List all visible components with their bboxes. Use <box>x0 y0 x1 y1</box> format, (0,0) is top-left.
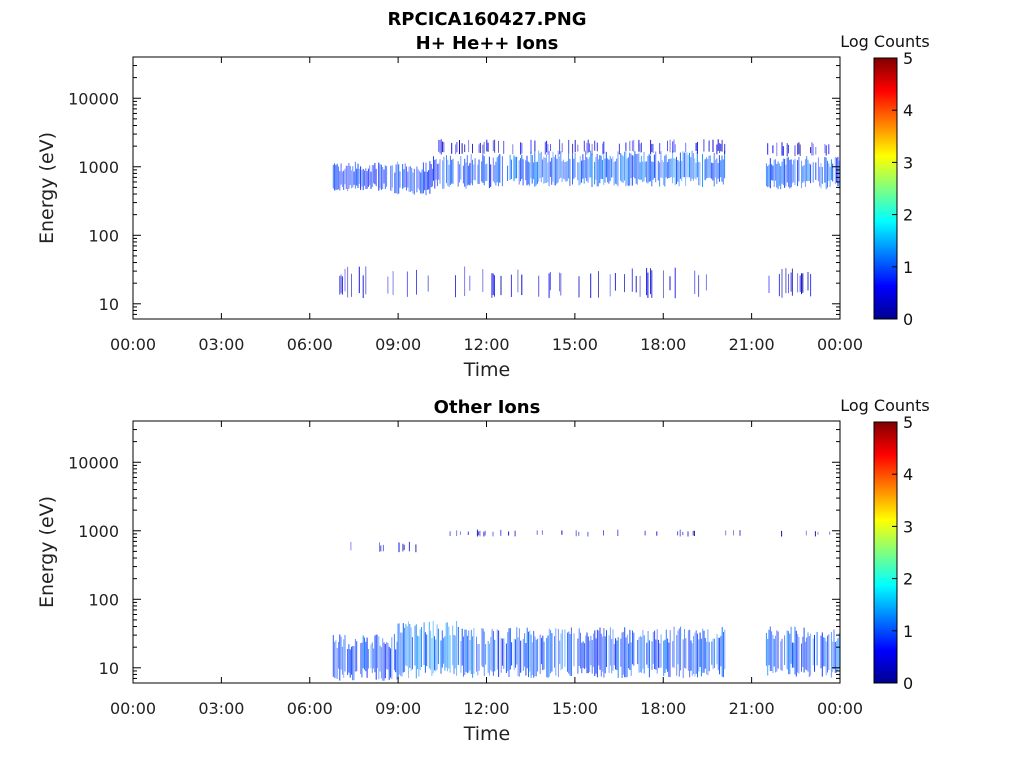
colorbar-tick-label: 2 <box>903 570 913 589</box>
y-tick-label: 100 <box>88 590 119 609</box>
x-tick-label: 03:00 <box>198 699 244 718</box>
panel1-spectrogram-marks <box>332 139 840 299</box>
panel2-spectrogram-marks <box>332 529 840 681</box>
colorbar-tick-label: 5 <box>903 413 913 432</box>
x-tick-label: 09:00 <box>375 335 421 354</box>
x-tick-label: 03:00 <box>198 335 244 354</box>
spectrogram-band <box>765 156 840 190</box>
spectrogram-band <box>433 154 509 189</box>
colorbar-tick-label: 4 <box>903 465 913 484</box>
x-tick-label: 00:00 <box>110 699 156 718</box>
x-tick-label: 06:00 <box>287 335 333 354</box>
colorbar-tick-label: 5 <box>903 49 913 68</box>
x-tick-label: 00:00 <box>110 335 156 354</box>
colorbar-tick-label: 3 <box>903 153 913 172</box>
spectrogram-band <box>768 268 812 298</box>
spectrogram-band <box>767 142 830 157</box>
panel1-colorbar <box>873 57 898 320</box>
x-tick-label: 00:00 <box>817 335 863 354</box>
spectrogram-band <box>449 529 831 537</box>
panel1-frame <box>132 56 841 320</box>
panel1-axes: 00:00 03:00 06:00 09:00 12:00 15:00 18:00 21:00… <box>68 56 863 354</box>
spectrogram-band <box>350 541 417 553</box>
panel1-title: H+ He++ Ions <box>416 33 559 54</box>
spectrogram-band <box>438 139 726 155</box>
x-tick-label: 15:00 <box>552 335 598 354</box>
x-tick-label: 12:00 <box>463 699 509 718</box>
panel2-colorbar-label: Log Counts <box>840 396 930 415</box>
panel2-colorbar <box>873 421 898 684</box>
y-tick-label: 10000 <box>68 453 119 472</box>
x-tick-label: 21:00 <box>729 699 775 718</box>
colorbar-tick-label: 1 <box>903 622 913 641</box>
panel2-xlabel: Time <box>463 723 511 745</box>
x-tick-label: 12:00 <box>463 335 509 354</box>
colorbar-tick-label: 4 <box>903 101 913 120</box>
y-tick-label: 10 <box>99 295 119 314</box>
spectrogram-band <box>332 634 398 681</box>
figure-title: RPCICA160427.PNG <box>387 9 586 30</box>
panel2-axes: 00:00 03:00 06:00 09:00 12:00 15:00 18:00 21:00… <box>68 420 863 718</box>
colorbar-tick-label: 1 <box>903 258 913 277</box>
spectrogram-band <box>397 621 458 679</box>
x-tick-label: 18:00 <box>640 699 686 718</box>
panel1-colorbar-label: Log Counts <box>840 32 930 51</box>
panel1-colorbar-ticks: 0 1 2 3 4 5 <box>892 49 913 329</box>
colorbar-tick-label: 3 <box>903 517 913 536</box>
x-tick-label: 00:00 <box>817 699 863 718</box>
colorbar-tick-label: 2 <box>903 206 913 225</box>
y-tick-label: 10000 <box>68 89 119 108</box>
x-tick-label: 18:00 <box>640 335 686 354</box>
x-tick-label: 15:00 <box>552 699 598 718</box>
spectrogram-band <box>332 161 393 192</box>
spectrogram-band <box>509 150 726 187</box>
x-tick-label: 21:00 <box>729 335 775 354</box>
panel2-title: Other Ions <box>434 397 541 418</box>
panel2-ylabel: Energy (eV) <box>36 496 58 608</box>
colorbar-tick-label: 0 <box>903 310 913 329</box>
y-tick-label: 1000 <box>78 522 119 541</box>
x-tick-label: 06:00 <box>287 699 333 718</box>
panel1-xlabel: Time <box>463 359 511 381</box>
y-tick-label: 1000 <box>78 158 119 177</box>
y-tick-label: 10 <box>99 659 119 678</box>
spectrogram-band <box>457 626 726 679</box>
panel1-ylabel: Energy (eV) <box>36 132 58 244</box>
spectrogram-band <box>339 266 707 299</box>
y-tick-label: 100 <box>88 226 119 245</box>
panel2-colorbar-ticks: 0 1 2 3 4 5 <box>892 413 913 693</box>
x-tick-label: 09:00 <box>375 699 421 718</box>
spectrogram-band <box>765 626 840 678</box>
panel2-frame <box>132 420 841 684</box>
colorbar-tick-label: 0 <box>903 674 913 693</box>
spectrogram-band <box>391 161 433 196</box>
